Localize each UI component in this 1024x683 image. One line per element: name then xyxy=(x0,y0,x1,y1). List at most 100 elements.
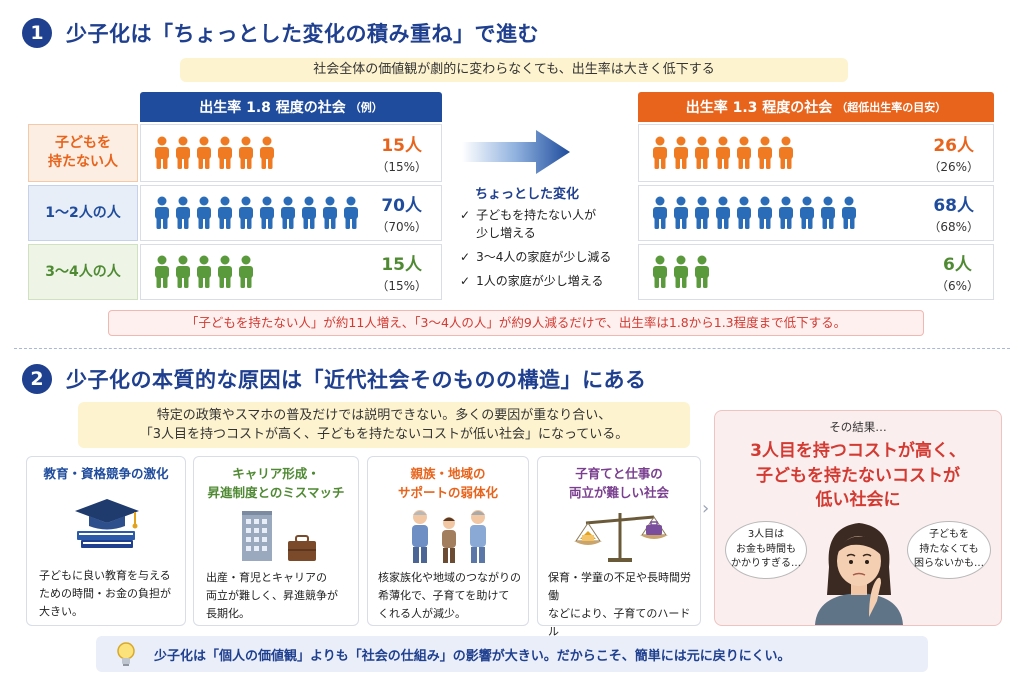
card-text: 保育・学童の不足や長時間労働 などにより、子育てのハードル が高い。 xyxy=(548,571,691,657)
section2-banner-line1: 特定の政策やスマホの普及だけでは説明できない。多くの要因が重なり合い、 xyxy=(156,408,612,423)
person-icon xyxy=(758,136,772,169)
factor-card-education: 教育・資格競争の激化 子どもに良い教育を与える ための時間・お金の負担が 大きい… xyxy=(26,456,186,626)
person-icon xyxy=(653,196,667,229)
right-row-one-two: 68人 （68%） xyxy=(638,185,994,241)
change-list: ✓ 子どもを持たない人が 少し増える ✓ 3〜4人の家庭が少し減る ✓ 1人の家… xyxy=(460,206,632,290)
section2-banner: 特定の政策やスマホの普及だけでは説明できない。多くの要因が重なり合い、 「3人目… xyxy=(78,402,690,448)
person-icon xyxy=(737,196,751,229)
person-icon xyxy=(302,196,316,229)
right-header-main: 出生率 1.3 程度の社会 xyxy=(685,100,833,116)
right-person-icons-three-four xyxy=(651,255,711,289)
person-icon xyxy=(653,136,667,169)
section1-number-badge: 1 xyxy=(22,18,52,48)
left-pct-one-two: （70%） xyxy=(376,220,427,234)
card-title: 親族・地域の サポートの弱体化 xyxy=(397,466,498,500)
result-panel: その結果… 3人目を持つコストが高く、 子どもを持たないコストが 低い社会に 3… xyxy=(714,410,1002,626)
person-icon xyxy=(821,196,835,229)
factor-card-support: 親族・地域の サポートの弱体化 核家族化や地域のつながりの 希薄化で、子育てを助… xyxy=(367,456,529,626)
chevron-right-icon: › xyxy=(702,498,710,519)
person-icon xyxy=(176,136,190,169)
check-icon: ✓ xyxy=(460,208,471,222)
row-label-three-four: 3〜4人の人 xyxy=(28,244,138,300)
left-pct-three-four: （15%） xyxy=(376,279,427,293)
thought-bubble-right: 子どもを 持たなくても 困らないかも… xyxy=(907,521,991,579)
person-icon xyxy=(674,255,688,288)
right-count-three-four: 6人 xyxy=(943,255,972,275)
right-row-no-children: 26人 （26%） xyxy=(638,124,994,182)
left-row-three-four: 15人 （15%） xyxy=(140,244,442,300)
card-title: キャリア形成・ 昇進制度とのミスマッチ xyxy=(207,466,345,500)
person-icon xyxy=(260,136,274,169)
section1-heading: 少子化は「ちょっとした変化の積み重ね」で進む xyxy=(66,22,539,46)
person-icon xyxy=(197,255,211,288)
person-icon xyxy=(155,136,169,169)
right-pct-three-four: （6%） xyxy=(935,279,979,293)
card-title: 教育・資格競争の激化 xyxy=(43,466,169,481)
card-title: 子育てと仕事の 両立が難しい社会 xyxy=(568,466,669,500)
check-icon: ✓ xyxy=(460,250,471,264)
section1-title: 1 少子化は「ちょっとした変化の積み重ね」で進む xyxy=(22,18,539,48)
check-icon: ✓ xyxy=(460,274,471,288)
footer-banner: 少子化は「個人の価値観」よりも「社会の仕組み」の影響が大きい。だからこそ、簡単に… xyxy=(96,636,928,672)
card-text: 子どもに良い教育を与える ための時間・お金の負担が 大きい。 xyxy=(39,569,171,619)
left-header-note: （例） xyxy=(349,101,383,114)
row-label-no-children: 子どもを 持たない人 xyxy=(28,124,138,182)
right-count-one-two: 68人 xyxy=(933,196,974,216)
person-icon xyxy=(716,136,730,169)
left-header-main: 出生率 1.8 程度の社会 xyxy=(199,100,346,116)
right-value-one-two: 68人 （68%） xyxy=(928,191,979,235)
factor-card-career: キャリア形成・ 昇進制度とのミスマッチ 出産・育児とキャリアの 両立が難しく、昇… xyxy=(193,456,359,626)
person-icon xyxy=(737,136,751,169)
section2-heading: 少子化の本質的な原因は「近代社会そのものの構造」にある xyxy=(66,368,647,392)
person-icon xyxy=(695,196,709,229)
office-building-briefcase-icon xyxy=(242,511,316,561)
card-text: 核家族化や地域のつながりの 希薄化で、子育てを助けて くれる人が減少。 xyxy=(378,571,521,621)
left-count-three-four: 15人 xyxy=(381,255,422,275)
family-people-icon xyxy=(412,510,486,563)
person-icon xyxy=(239,136,253,169)
person-icon xyxy=(695,255,709,288)
left-value-three-four: 15人 （15%） xyxy=(376,250,427,294)
section2-title: 2 少子化の本質的な原因は「近代社会そのものの構造」にある xyxy=(22,364,647,394)
right-row-three-four: 6人 （6%） xyxy=(638,244,994,300)
right-person-icons-one-two xyxy=(651,196,858,230)
card-text: 出産・育児とキャリアの 両立が難しく、昇進競争が 長期化。 xyxy=(206,571,338,621)
person-icon xyxy=(674,196,688,229)
person-icon xyxy=(323,196,337,229)
left-value-no-children: 15人 （15%） xyxy=(376,131,427,175)
person-icon xyxy=(197,196,211,229)
left-pct-no-children: （15%） xyxy=(376,160,427,174)
left-row-one-two: 70人 （70%） xyxy=(140,185,442,241)
section1-summary: 「子どもを持たない人」が約11人増え、「3〜4人の人」が約9人減るだけで、出生率… xyxy=(108,310,924,336)
change-text: 1人の家庭が少し増える xyxy=(476,274,604,288)
change-item: ✓ 3〜4人の家庭が少し減る xyxy=(460,248,632,266)
section2-banner-line2: 「3人目を持つコストが高く、子どもを持たないコストが低い社会」になっている。 xyxy=(139,427,629,442)
person-icon xyxy=(239,196,253,229)
right-pct-no-children: （26%） xyxy=(928,160,979,174)
change-text: 3〜4人の家庭が少し減る xyxy=(476,250,612,264)
person-icon xyxy=(653,255,667,288)
left-person-icons-no-children xyxy=(153,136,276,170)
section-divider xyxy=(14,348,1010,349)
person-icon xyxy=(155,255,169,288)
change-title: ちょっとした変化 xyxy=(475,187,580,202)
graduation-cap-books-icon xyxy=(75,499,139,548)
right-value-three-four: 6人 （6%） xyxy=(936,250,979,294)
right-value-no-children: 26人 （26%） xyxy=(928,131,979,175)
person-icon xyxy=(716,196,730,229)
right-pct-one-two: （68%） xyxy=(928,220,979,234)
person-icon xyxy=(260,196,274,229)
person-icon xyxy=(197,136,211,169)
footer-text: 少子化は「個人の価値観」よりも「社会の仕組み」の影響が大きい。だからこそ、簡単に… xyxy=(154,648,791,664)
person-icon xyxy=(218,196,232,229)
left-value-one-two: 70人 （70%） xyxy=(376,191,427,235)
person-icon xyxy=(800,196,814,229)
change-text: 子どもを持たない人が 少し増える xyxy=(476,208,597,240)
person-icon xyxy=(239,255,253,288)
result-label: その結果… xyxy=(829,420,887,434)
person-icon xyxy=(695,136,709,169)
section2-number-badge: 2 xyxy=(22,364,52,394)
person-icon xyxy=(758,196,772,229)
change-item: ✓ 子どもを持たない人が 少し増える xyxy=(460,206,632,242)
balance-scale-house-bag-icon xyxy=(574,513,668,562)
